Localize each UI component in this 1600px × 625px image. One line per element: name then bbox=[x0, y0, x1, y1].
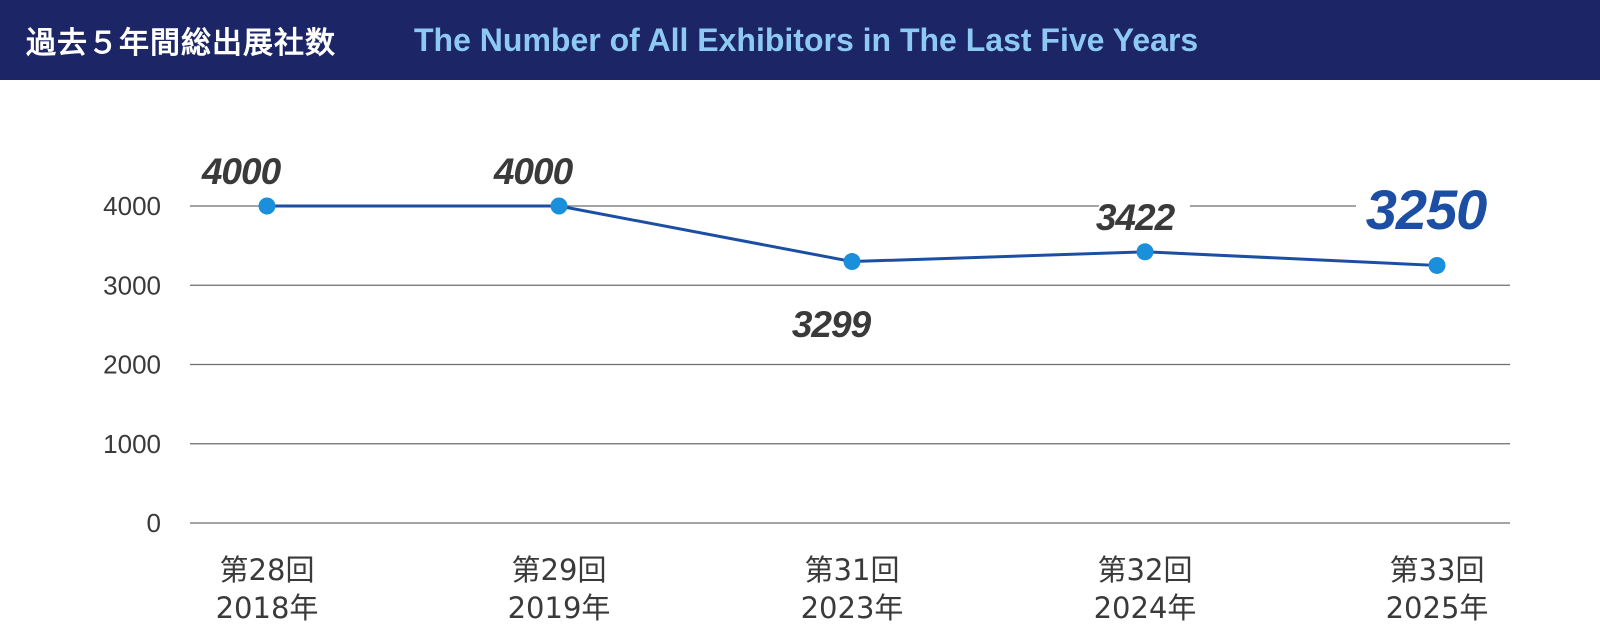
y-tick-label-1000: 1000 bbox=[103, 429, 161, 459]
data-label-4: 3422 bbox=[1096, 197, 1176, 238]
x-tick-label-4: 第32回 2024年 bbox=[1094, 553, 1197, 625]
chart-title-ja: 過去５年間総出展社数 bbox=[26, 26, 336, 61]
data-point-1 bbox=[258, 197, 276, 215]
x-tick-label-1: 第28回 2018年 bbox=[216, 553, 319, 625]
data-label-2: 4000 bbox=[493, 151, 574, 192]
data-point-4 bbox=[1136, 243, 1154, 261]
x-tick-label-3: 第31回 2023年 bbox=[801, 553, 904, 625]
data-point-3 bbox=[843, 253, 861, 271]
data-point-5 bbox=[1428, 256, 1446, 274]
y-tick-label-4000: 4000 bbox=[103, 191, 161, 221]
y-tick-label-0: 0 bbox=[147, 508, 161, 538]
data-label-1: 4000 bbox=[201, 151, 282, 192]
y-tick-label-3000: 3000 bbox=[103, 270, 161, 300]
data-point-2 bbox=[550, 197, 568, 215]
y-tick-label-2000: 2000 bbox=[103, 350, 161, 380]
chart-title-en: The Number of All Exhibitors in The Last… bbox=[414, 22, 1199, 58]
chart-header: 過去５年間総出展社数 The Number of All Exhibitors … bbox=[0, 0, 1600, 80]
data-label-5: 3250 bbox=[1366, 178, 1487, 241]
x-tick-label-5: 第33回 2025年 bbox=[1386, 553, 1489, 625]
x-tick-label-2: 第29回 2019年 bbox=[508, 553, 611, 625]
data-label-3: 3299 bbox=[792, 304, 872, 345]
